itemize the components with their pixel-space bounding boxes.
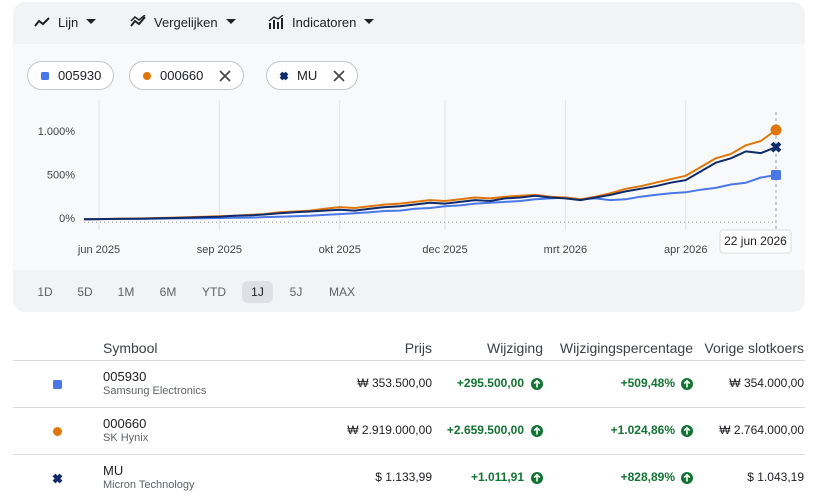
caret [364, 19, 375, 24]
compare-icon [130, 15, 146, 27]
column-header: Wijzigingspercentage [559, 340, 693, 356]
company-name: Samsung Electronics [103, 385, 207, 397]
change: +295.500,00 [456, 376, 524, 390]
change-percent: +1.024,86% [610, 423, 675, 437]
menu-label: Vergelijken [154, 14, 218, 30]
change-percent: +828,89% [620, 470, 675, 484]
column-header: Vorige slotkoers [704, 340, 804, 356]
up-arrow [533, 473, 541, 482]
row-divider [13, 454, 805, 455]
indicators-menu[interactable]: Indicatoren [268, 12, 375, 32]
y-tick-label: 0% [59, 213, 75, 225]
symbol: 000660 [103, 416, 147, 431]
series-icon [53, 380, 62, 389]
series-icon [279, 71, 289, 80]
icon-square [53, 380, 62, 389]
remove-cross [333, 69, 345, 82]
icon-circle [143, 71, 151, 80]
up-icon [531, 378, 543, 390]
x-tick-label: okt 2025 [319, 244, 361, 256]
price: $ 1.133,99 [375, 470, 432, 484]
previous-close: $ 1.043,19 [747, 470, 804, 484]
icon-circle [53, 427, 62, 436]
menu-label: Lijn [58, 14, 79, 30]
series-icon [53, 427, 62, 436]
change: +1.011,91 [470, 470, 524, 484]
up-arrow [683, 473, 691, 482]
remove-icon[interactable] [219, 69, 231, 82]
row-divider [13, 360, 805, 361]
range-button[interactable]: 5J [289, 285, 303, 299]
compare-menu[interactable]: Vergelijken [130, 12, 236, 32]
x-tick-label: dec 2025 [422, 244, 467, 256]
up-icon [681, 425, 693, 437]
previous-close: ₩ 354.000,00 [729, 376, 804, 390]
series-icon [41, 71, 49, 80]
up-arrow [683, 426, 691, 435]
up-icon [681, 472, 693, 484]
up-icon [531, 425, 543, 437]
caret [86, 19, 97, 24]
x-tick-label: jun 2025 [77, 244, 120, 256]
range-button[interactable]: 1J [242, 281, 273, 303]
x-tick-label: sep 2025 [197, 244, 242, 256]
range-button[interactable]: YTD [202, 285, 226, 299]
menu-label: Indicatoren [292, 14, 357, 30]
up-arrow [683, 379, 691, 388]
change-percent: +509,48% [620, 376, 675, 390]
chip-label: 000660 [160, 68, 204, 83]
indicators-icon [268, 15, 284, 29]
remove-icon[interactable] [333, 69, 345, 82]
line-icon [34, 17, 50, 27]
range-button[interactable]: 1M [117, 285, 135, 299]
end-marker [770, 141, 782, 153]
row-divider [13, 407, 805, 408]
x-tick-label: apr 2026 [664, 244, 707, 256]
series-icon [143, 71, 151, 80]
end-marker [771, 169, 781, 180]
series-chip[interactable]: MU [266, 61, 359, 90]
chart: jun 2025 sep 2025 okt 2025 dec 2025 mrt 2026… [38, 100, 792, 256]
range-button[interactable]: 6M [159, 285, 177, 299]
up-icon [531, 472, 543, 484]
chip-label: 005930 [58, 68, 102, 83]
previous-close: ₩ 2.764.000,00 [719, 423, 804, 437]
series-icon [52, 473, 63, 484]
range-button[interactable]: 1D [37, 285, 53, 299]
chip-label: MU [297, 68, 318, 83]
x-tick-label: mrt 2026 [544, 244, 587, 256]
change: +2.659.500,00 [446, 423, 524, 437]
up-icon [681, 378, 693, 390]
price: ₩ 2.919.000,00 [347, 423, 432, 437]
caret [225, 19, 236, 24]
symbol: 005930 [103, 369, 147, 384]
end-marker [770, 124, 782, 136]
up-arrow [533, 379, 541, 388]
column-header: Symbool [103, 340, 158, 356]
series-line [83, 146, 777, 221]
price: ₩ 353.500,00 [357, 376, 432, 390]
series-chip[interactable]: 000660 [129, 61, 245, 90]
company-name: SK Hynix [103, 432, 149, 444]
symbol: MU [103, 463, 124, 478]
y-tick-label: 500% [47, 170, 75, 182]
line-menu[interactable]: Lijn [34, 12, 97, 32]
icon-square [41, 71, 49, 80]
up-arrow [533, 426, 541, 435]
series-line [83, 129, 777, 221]
column-header: Wijziging [486, 340, 543, 356]
hover-label: 22 jun 2026 [724, 234, 787, 248]
remove-cross [219, 69, 231, 82]
icon-cross [279, 71, 289, 80]
company-name: Micron Technology [103, 479, 195, 491]
column-header: Prijs [404, 340, 432, 356]
range-button[interactable]: 5D [77, 285, 93, 299]
y-tick-label: 1.000% [38, 126, 76, 138]
hover-box [719, 229, 792, 254]
range-button[interactable]: MAX [328, 285, 355, 299]
series-chip[interactable]: 005930 [27, 61, 115, 90]
icon-cross [52, 473, 63, 484]
